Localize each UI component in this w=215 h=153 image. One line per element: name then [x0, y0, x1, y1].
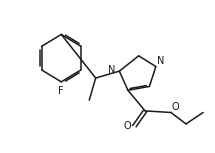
Text: O: O — [172, 102, 180, 112]
Text: O: O — [124, 121, 131, 131]
Text: F: F — [58, 86, 64, 96]
Text: N: N — [157, 56, 164, 66]
Text: N: N — [108, 65, 115, 75]
